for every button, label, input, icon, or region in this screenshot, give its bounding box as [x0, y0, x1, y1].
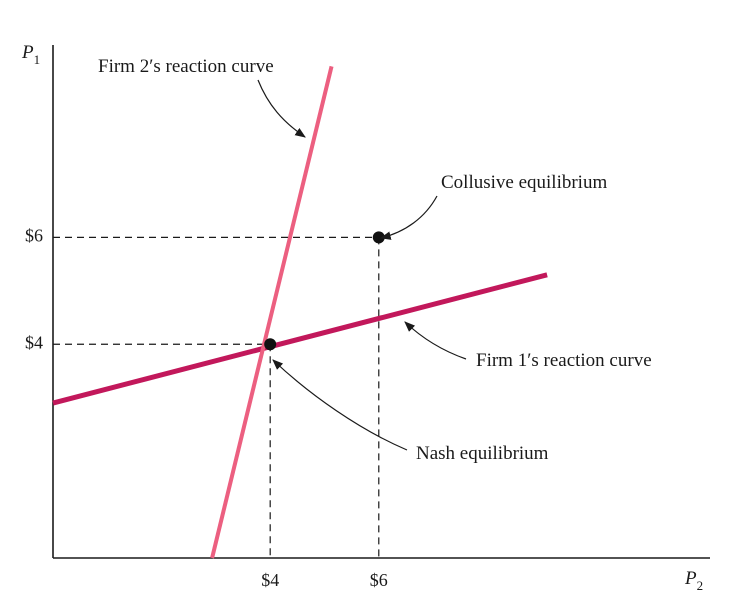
- collusive-annotation-arrow: [379, 195, 438, 240]
- firm2-curve-annotation: Firm 2′s reaction curve: [98, 56, 274, 77]
- y-axis-label-main: P: [21, 42, 34, 63]
- firm2-reaction-curve-line: [210, 65, 334, 559]
- y-tick-label-6: $6: [25, 226, 43, 246]
- y-axis-label-subscript: 1: [34, 52, 41, 67]
- collusive-equilibrium-annotation: Collusive equilibrium: [441, 172, 607, 193]
- y-axis-label: P1: [21, 42, 40, 67]
- x-tick-label-6: $6: [370, 570, 388, 590]
- nash-equilibrium-point: [264, 338, 277, 351]
- x-tick-label-4: $4: [261, 570, 279, 590]
- firm2-annotation-arrow: [257, 79, 306, 138]
- x-axis-label: P2: [684, 568, 703, 593]
- guide-lines: [53, 236, 380, 558]
- firm1-annotation-arrow: [404, 321, 467, 360]
- nash-annotation-arrow: [272, 359, 408, 451]
- x-axis-label-subscript: 2: [697, 578, 704, 593]
- firm1-curve-annotation: Firm 1′s reaction curve: [476, 350, 652, 371]
- x-axis-label-main: P: [684, 568, 697, 589]
- firm1-reaction-curve-line: [52, 272, 548, 406]
- y-tick-label-4: $4: [25, 332, 43, 352]
- nash-equilibrium-annotation: Nash equilibrium: [416, 443, 549, 464]
